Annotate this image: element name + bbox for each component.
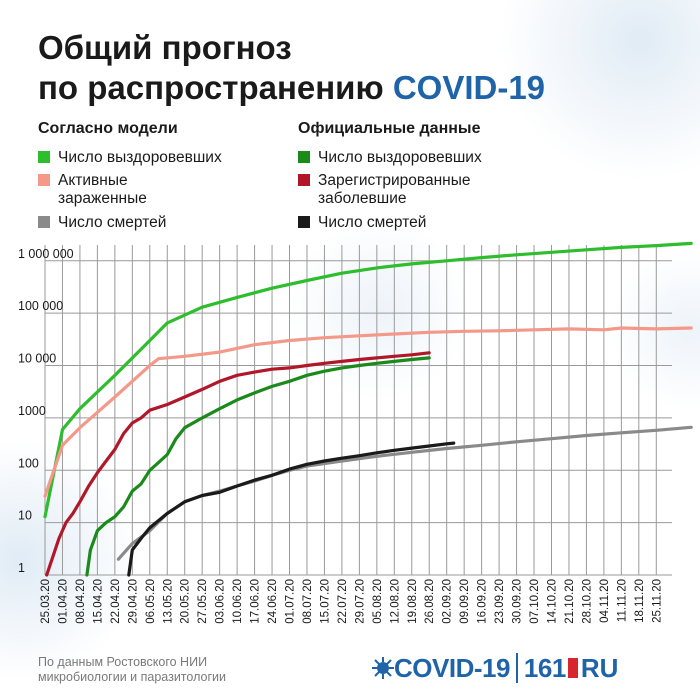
x-tick-label: 17.06.20: [250, 579, 262, 624]
x-tick-label: 20.05.20: [180, 579, 192, 624]
legend-swatch: [298, 174, 310, 186]
series-line-official-3: [85, 356, 431, 577]
x-tick-label: 02.09.20: [442, 579, 454, 624]
title-line-1: Общий прогноз: [38, 29, 292, 66]
source-note: По данным Ростовского НИИ микробиологии …: [38, 655, 226, 684]
legend-label: Зарегистрированные заболевшие: [318, 172, 471, 207]
x-tick-label: 01.07.20: [285, 579, 297, 624]
legend-label: Число выздоровевших: [58, 149, 222, 166]
legend-swatch: [38, 151, 50, 163]
x-tick-label: 04.11.20: [599, 579, 611, 623]
legend-model-header: Согласно модели: [38, 120, 178, 137]
x-tick-label: 13.05.20: [162, 579, 174, 624]
x-tick-label: 19.08.20: [407, 579, 419, 624]
legend-swatch: [298, 151, 310, 163]
y-tick-label: 10 000: [18, 352, 56, 366]
title-accent: COVID-19: [392, 69, 546, 106]
x-tick-label: 09.09.20: [459, 579, 471, 624]
brand-red-box: [567, 658, 578, 678]
x-tick-label: 22.04.20: [110, 579, 122, 624]
x-tick-label: 11.11.20: [616, 579, 628, 622]
x-tick-label: 25.03.20: [40, 579, 52, 624]
x-tick-label: 08.04.20: [75, 579, 87, 624]
x-tick-label: 15.07.20: [319, 579, 331, 624]
brand-logo: COVID-19 161 RU: [372, 648, 618, 688]
y-tick-label: 1 000 000: [18, 247, 74, 261]
x-tick-label: 06.05.20: [145, 579, 157, 624]
x-tick-label: 21.10.20: [564, 579, 576, 624]
x-tick-label: 23.09.20: [494, 579, 506, 624]
title-line-2: по распространению COVID-19: [38, 68, 598, 108]
brand-separator: [515, 653, 518, 683]
virus-icon: [372, 657, 394, 679]
legend-label: Активные зараженные: [58, 172, 147, 207]
x-tick-label: 25.11.20: [651, 579, 663, 623]
x-tick-label: 14.10.20: [546, 579, 558, 624]
x-tick-label: 01.04.20: [57, 579, 69, 624]
x-tick-label: 05.08.20: [372, 579, 384, 624]
legend-swatch: [298, 216, 310, 228]
brand-covid-text: COVID-19: [394, 652, 510, 683]
x-tick-label: 29.04.20: [127, 579, 139, 624]
brand-161-text: 161: [523, 652, 566, 683]
x-tick-label: 16.09.20: [477, 579, 489, 624]
x-tick-label: 03.06.20: [215, 579, 227, 624]
legend-label: Число смертей: [58, 214, 167, 231]
x-tick-label: 10.06.20: [232, 579, 244, 624]
y-tick-label: 10: [18, 509, 32, 523]
y-tick-label: 1000: [18, 404, 46, 418]
legend-swatch: [38, 174, 50, 186]
legend-label: Число выздоровевших: [318, 149, 482, 166]
covid-forecast-chart: 1 10 100 1000 10 000 100 000 1 000 000 25.03.20…: [18, 241, 693, 624]
y-tick-label: 1: [18, 561, 25, 575]
title-line-2-prefix: по распространению: [38, 69, 393, 106]
x-tick-label: 22.07.20: [337, 579, 349, 624]
series-line-model-1: [43, 326, 693, 498]
x-tick-label: 27.05.20: [197, 579, 209, 624]
page-title: Общий прогноз по распространению COVID-1…: [38, 28, 598, 108]
series-line-model-2: [116, 425, 693, 561]
series-line-official-4: [45, 351, 431, 577]
x-tick-label: 24.06.20: [267, 579, 279, 624]
x-tick-label: 28.10.20: [581, 579, 593, 624]
x-tick-label: 26.08.20: [424, 579, 436, 624]
x-tick-label: 30.09.20: [512, 579, 524, 624]
series-line-model-0: [43, 241, 693, 519]
x-tick-label: 07.10.20: [529, 579, 541, 624]
x-tick-label: 15.04.20: [92, 579, 104, 624]
x-tick-label: 29.07.20: [354, 579, 366, 624]
brand-ru-text: RU: [580, 652, 619, 683]
x-tick-label: 08.07.20: [302, 579, 314, 624]
x-tick-label: 18.11.20: [634, 579, 646, 623]
legend-label: Число смертей: [318, 214, 427, 231]
y-tick-label: 100 000: [18, 299, 63, 313]
legend-official-header: Официальные данные: [298, 120, 481, 137]
series-line-official-5: [127, 441, 456, 577]
y-tick-label: 100: [18, 456, 39, 470]
x-tick-label: 12.08.20: [389, 579, 401, 624]
legend-swatch: [38, 216, 50, 228]
